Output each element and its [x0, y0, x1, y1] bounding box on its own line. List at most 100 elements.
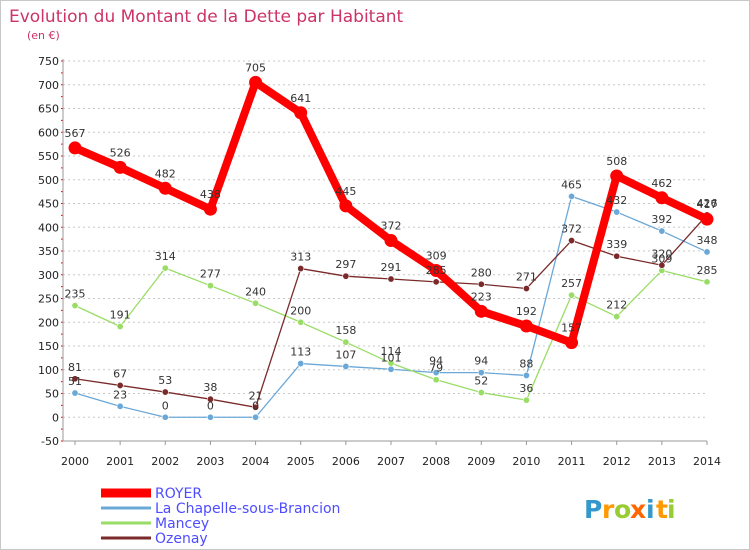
data-label: 432 [606, 194, 627, 207]
data-label: 88 [519, 357, 533, 370]
gridlines [63, 60, 707, 442]
data-point [384, 234, 398, 248]
y-tick-label: 300 [38, 269, 59, 282]
data-label: 372 [561, 223, 582, 236]
data-point [158, 181, 172, 195]
data-label: 191 [110, 309, 131, 322]
data-label: 641 [290, 92, 311, 105]
data-point [116, 323, 124, 331]
series-lines [68, 75, 714, 421]
data-label: 158 [335, 324, 356, 337]
data-point [161, 388, 169, 396]
data-point [342, 362, 350, 370]
data-label: 21 [249, 389, 263, 402]
data-label: 192 [516, 305, 537, 318]
data-point [249, 75, 263, 89]
logo-letter: o [614, 495, 631, 524]
data-point [568, 291, 576, 299]
data-point [613, 313, 621, 321]
data-label: 0 [162, 399, 169, 412]
data-point [568, 237, 576, 245]
chart-subtitle: (en €) [27, 29, 60, 42]
x-tick-label: 2003 [196, 455, 224, 468]
data-point [161, 264, 169, 272]
data-label: 313 [290, 251, 311, 264]
data-point [387, 359, 395, 367]
x-tick-label: 2005 [287, 455, 315, 468]
data-label: 0 [252, 399, 259, 412]
y-tick-label: 200 [38, 316, 59, 329]
y-tick-label: 650 [38, 103, 59, 116]
data-label: 0 [207, 399, 214, 412]
x-tick-label: 2009 [467, 455, 495, 468]
data-label: 372 [381, 220, 402, 233]
data-point [658, 227, 666, 235]
x-tick-label: 2008 [422, 455, 450, 468]
x-tick-label: 2002 [151, 455, 179, 468]
data-label: 101 [381, 351, 402, 364]
data-point [252, 413, 260, 421]
y-tick-label: 150 [38, 340, 59, 353]
data-point [71, 302, 79, 310]
data-point [477, 389, 485, 397]
data-point [658, 261, 666, 269]
y-tick-label: 700 [38, 79, 59, 92]
data-label: 297 [335, 258, 356, 271]
data-label: 200 [290, 304, 311, 317]
data-label: 94 [429, 355, 443, 368]
data-label: 114 [381, 345, 402, 358]
logo-letter: P [584, 495, 602, 524]
data-point [522, 396, 530, 404]
data-point [113, 160, 127, 174]
data-point [565, 336, 579, 350]
x-tick-label: 2006 [332, 455, 360, 468]
data-point [116, 381, 124, 389]
data-point [432, 369, 440, 377]
data-label: 526 [110, 146, 131, 159]
data-point [655, 191, 669, 205]
data-point [522, 371, 530, 379]
data-point [297, 318, 305, 326]
data-label: 113 [290, 346, 311, 359]
x-tick-label: 2004 [242, 455, 270, 468]
x-tick-label: 2012 [603, 455, 631, 468]
data-label: 157 [561, 322, 582, 335]
data-label: 79 [429, 362, 443, 375]
y-tick-label: 750 [38, 55, 59, 68]
data-label: 309 [651, 252, 672, 265]
y-tick-label: 50 [45, 388, 59, 401]
data-label: 52 [474, 375, 488, 388]
y-tick-label: 250 [38, 293, 59, 306]
data-label: 508 [606, 155, 627, 168]
y-tick-label: 450 [38, 198, 59, 211]
data-point [700, 212, 714, 226]
data-label: 23 [113, 388, 127, 401]
data-label: 257 [561, 277, 582, 290]
x-tick-label: 2001 [106, 455, 134, 468]
x-tick-label: 2014 [693, 455, 721, 468]
data-label: 291 [381, 261, 402, 274]
data-label: 107 [335, 348, 356, 361]
data-point [161, 413, 169, 421]
data-point [297, 265, 305, 273]
x-tick-label: 2013 [648, 455, 676, 468]
logo-letter: i [646, 495, 655, 524]
legend-label: La Chapelle-sous-Brancion [155, 501, 340, 517]
data-point [610, 169, 624, 183]
data-point [68, 141, 82, 155]
data-label: 320 [651, 247, 672, 260]
legend-label: Mancey [155, 516, 209, 532]
logo-letter: t [656, 495, 668, 524]
data-point [71, 389, 79, 397]
data-label: 36 [519, 382, 533, 395]
data-point [252, 299, 260, 307]
y-tick-label: 100 [38, 364, 59, 377]
data-label: 348 [697, 234, 718, 247]
legend-label: Ozenay [155, 531, 208, 547]
data-label: 285 [697, 264, 718, 277]
x-tick-label: 2010 [512, 455, 540, 468]
